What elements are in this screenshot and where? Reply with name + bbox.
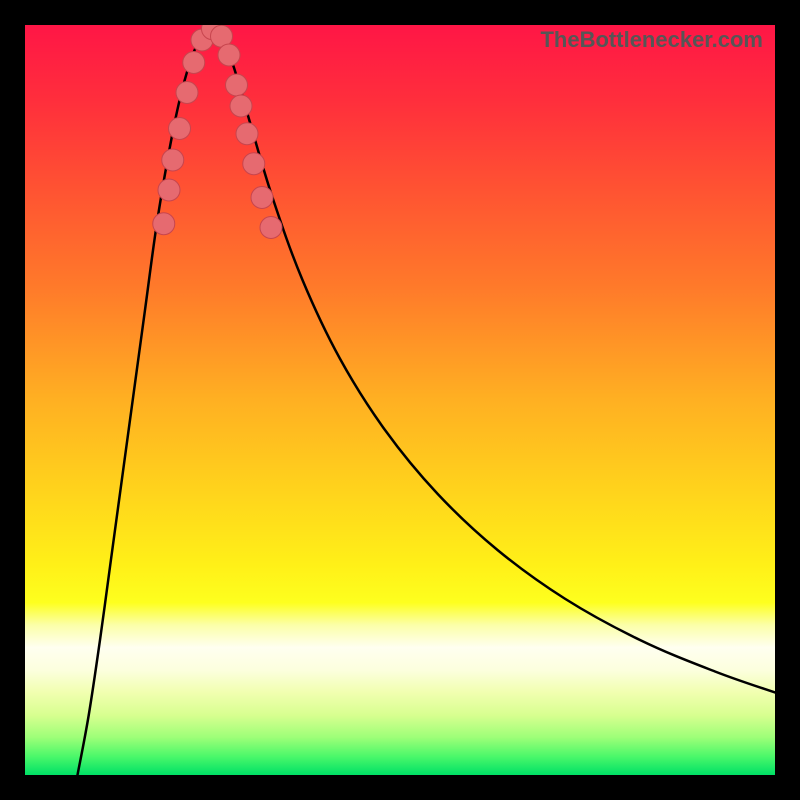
data-point-marker (176, 82, 198, 104)
data-point-marker (183, 52, 205, 74)
data-point-marker (162, 149, 184, 171)
data-point-marker (230, 95, 252, 117)
data-point-marker (169, 118, 191, 140)
chart-frame: TheBottlenecker.com (0, 0, 800, 800)
data-point-marker (218, 44, 240, 66)
data-point-marker (153, 213, 175, 235)
data-point-marker (251, 187, 273, 209)
right-curve (213, 25, 776, 693)
data-point-marker (260, 217, 282, 239)
watermark-text: TheBottlenecker.com (540, 27, 763, 53)
data-point-marker (243, 153, 265, 175)
data-point-marker (226, 74, 248, 96)
plot-area (25, 25, 775, 775)
left-curve (78, 25, 213, 775)
curves-layer (25, 25, 775, 775)
data-point-marker (236, 123, 258, 145)
data-point-marker (158, 179, 180, 201)
